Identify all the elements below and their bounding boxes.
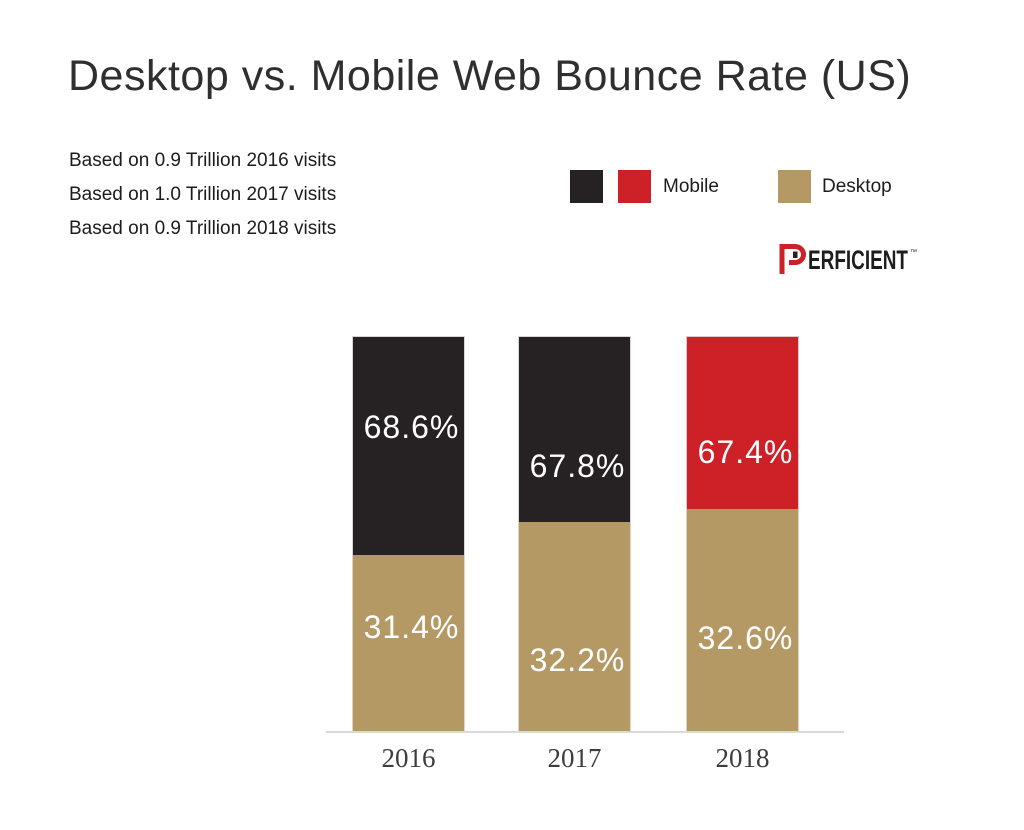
bar-2018-desktop-segment	[686, 509, 799, 732]
legend-swatch-mobile-red	[618, 170, 651, 203]
perficient-logo-icon: ERFICIENT ™	[779, 244, 917, 275]
bar-2017-desktop-segment	[518, 522, 631, 732]
source-notes: Based on 0.9 Trillion 2016 visits Based …	[69, 144, 336, 246]
legend-swatch-desktop	[778, 170, 811, 203]
logo-wordmark: ERFICIENT	[808, 245, 908, 275]
bar-2017-mobile-value: 67.8%	[529, 448, 626, 484]
x-axis-line	[326, 731, 844, 733]
note-2017-visits: Based on 1.0 Trillion 2017 visits	[69, 184, 337, 205]
note-2018-visits: Based on 0.9 Trillion 2018 visits	[69, 218, 337, 239]
x-axis-label-2016: 2016	[381, 743, 436, 773]
bar-2016-mobile-segment	[352, 336, 465, 555]
bar-2016-mobile-value: 68.6%	[363, 409, 460, 445]
note-2016-visits: Based on 0.9 Trillion 2016 visits	[69, 150, 337, 171]
logo-p-mark	[779, 244, 806, 274]
bar-2018-desktop-value: 32.6%	[697, 620, 794, 656]
perficient-logo: ERFICIENT ™	[778, 243, 918, 275]
bar-2018-mobile-value: 67.4%	[697, 434, 794, 470]
legend-label-mobile: Mobile	[663, 176, 719, 197]
legend-label-desktop: Desktop	[822, 176, 892, 197]
logo-trademark: ™	[910, 249, 917, 256]
bar-2017-mobile-segment	[518, 336, 631, 522]
bar-2016-desktop-segment	[352, 555, 465, 732]
page-title: Desktop vs. Mobile Web Bounce Rate (US)	[68, 52, 912, 100]
bar-2016-desktop-value: 31.4%	[363, 609, 460, 645]
legend-swatch-mobile-dark	[570, 170, 603, 203]
bar-2017-desktop-value: 32.2%	[529, 642, 626, 678]
x-axis-label-2017: 2017	[547, 743, 602, 773]
logo-p-dot	[793, 251, 798, 258]
bar-2018-mobile-segment	[686, 336, 799, 509]
x-axis-label-2018: 2018	[715, 743, 770, 773]
